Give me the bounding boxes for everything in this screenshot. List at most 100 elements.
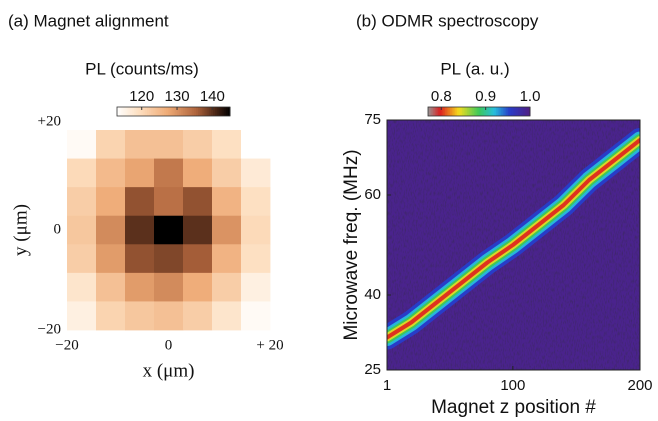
colorbar-segment <box>514 107 517 116</box>
colorbar-segment <box>133 107 137 116</box>
colorbar-tick-label: 120 <box>129 88 154 105</box>
colorbar-segment <box>201 107 205 116</box>
colorbar-tick-label: 130 <box>165 88 190 105</box>
heatmap-cell <box>96 158 126 188</box>
colorbar-segment <box>154 107 158 116</box>
colorbar-segment <box>484 107 487 116</box>
colorbar-segment <box>197 107 201 116</box>
colorbar-tick-label: 140 <box>200 88 225 105</box>
colorbar-segment <box>482 107 485 116</box>
colorbar-segment <box>443 107 446 116</box>
colorbar-segment <box>130 107 133 116</box>
colorbar-segment <box>126 107 129 116</box>
colorbar-segment <box>460 107 463 116</box>
y-axis-label: y (μm) <box>10 204 31 256</box>
panel-title: (a) Magnet alignment <box>8 11 169 30</box>
colorbar-segment <box>465 107 468 116</box>
colorbar-segment <box>504 107 507 116</box>
heatmap-cell <box>67 215 97 245</box>
colorbar-segment <box>184 107 188 116</box>
colorbar-segment <box>458 107 461 116</box>
colorbar-segment <box>175 107 178 116</box>
colorbar-segment <box>433 107 436 116</box>
colorbar-segment <box>473 107 477 116</box>
heatmap-cell <box>241 158 271 188</box>
colorbar-segment <box>509 107 512 116</box>
heatmap-cell <box>96 244 126 274</box>
colorbar-segment <box>143 107 146 116</box>
colorbar-segment <box>124 107 127 116</box>
heatmap-cell <box>241 187 271 217</box>
y-tick-label: 0 <box>54 221 62 237</box>
colorbar-segment <box>216 107 220 116</box>
colorbar-segment <box>479 107 482 116</box>
x-tick-label: + 20 <box>256 337 283 353</box>
colorbar-segment <box>434 107 437 116</box>
y-tick-label: 40 <box>364 286 381 303</box>
colorbar-segment <box>506 107 509 116</box>
heatmap-cell <box>96 130 126 159</box>
x-axis-label: Magnet z position # <box>431 397 596 418</box>
colorbar-segment <box>135 107 139 116</box>
colorbar-segment <box>194 107 197 116</box>
heatmap-cell <box>212 301 242 331</box>
heatmap-cell <box>96 301 126 331</box>
heatmap-cell <box>96 272 126 302</box>
colorbar-segment <box>497 107 500 116</box>
colorbar-segment <box>199 107 203 116</box>
colorbar-segment <box>526 107 529 116</box>
heatmap-cell <box>67 272 97 302</box>
y-tick-label: 75 <box>364 111 381 128</box>
colorbar-segment <box>438 107 441 116</box>
panel-title: (b) ODMR spectroscopy <box>356 11 539 30</box>
colorbar-segment <box>222 107 225 116</box>
colorbar-segment <box>164 107 167 116</box>
colorbar-segment <box>228 107 231 116</box>
colorbar-segment <box>470 107 473 116</box>
colorbar-segment <box>220 107 223 116</box>
x-tick-label: 1 <box>383 377 391 394</box>
heatmap-cell <box>154 244 184 274</box>
colorbar-segment <box>468 107 471 116</box>
colorbar-segment <box>179 107 182 116</box>
colorbar-segment <box>501 107 504 116</box>
colorbar-segment <box>141 107 144 116</box>
plot-frame <box>386 119 641 371</box>
colorbar-frame <box>116 106 231 117</box>
colorbar-segment <box>463 107 466 116</box>
heatmap-cell <box>183 130 213 159</box>
colorbar-segment <box>490 107 494 116</box>
colorbar-segment <box>507 107 511 116</box>
colorbar-segment <box>149 107 152 116</box>
heatmap-cell <box>154 272 184 302</box>
colorbar-segment <box>467 107 470 116</box>
colorbar-segment <box>439 107 443 116</box>
heatmap-cell <box>241 215 271 245</box>
colorbar-segment <box>518 107 521 116</box>
y-tick-label: 25 <box>364 361 381 378</box>
colorbar-segment <box>150 107 154 116</box>
colorbar-segment <box>446 107 449 116</box>
colorbar-segment <box>487 107 490 116</box>
colorbar-segment <box>226 107 229 116</box>
colorbar-segment <box>519 107 522 116</box>
colorbar-segment <box>120 107 124 116</box>
colorbar-segment <box>453 107 456 116</box>
heatmap-cell <box>96 215 126 245</box>
colorbar-segment <box>181 107 184 116</box>
colorbar-tick-label: 1.0 <box>520 88 541 105</box>
colorbar-segment <box>450 107 453 116</box>
heatmap-cell <box>125 272 155 302</box>
heatmap-cell <box>125 158 155 188</box>
heatmap-cell <box>67 244 97 274</box>
y-tick-label: −20 <box>38 321 61 337</box>
heatmap-cell <box>212 244 242 274</box>
colorbar-tick-label: 0.9 <box>475 88 496 105</box>
colorbar-segment <box>496 107 499 116</box>
colorbar-segment <box>502 107 505 116</box>
colorbar-segment <box>122 107 126 116</box>
heatmap-cell <box>67 187 97 217</box>
colorbar-segment <box>211 107 214 116</box>
heatmap-cell <box>183 244 213 274</box>
